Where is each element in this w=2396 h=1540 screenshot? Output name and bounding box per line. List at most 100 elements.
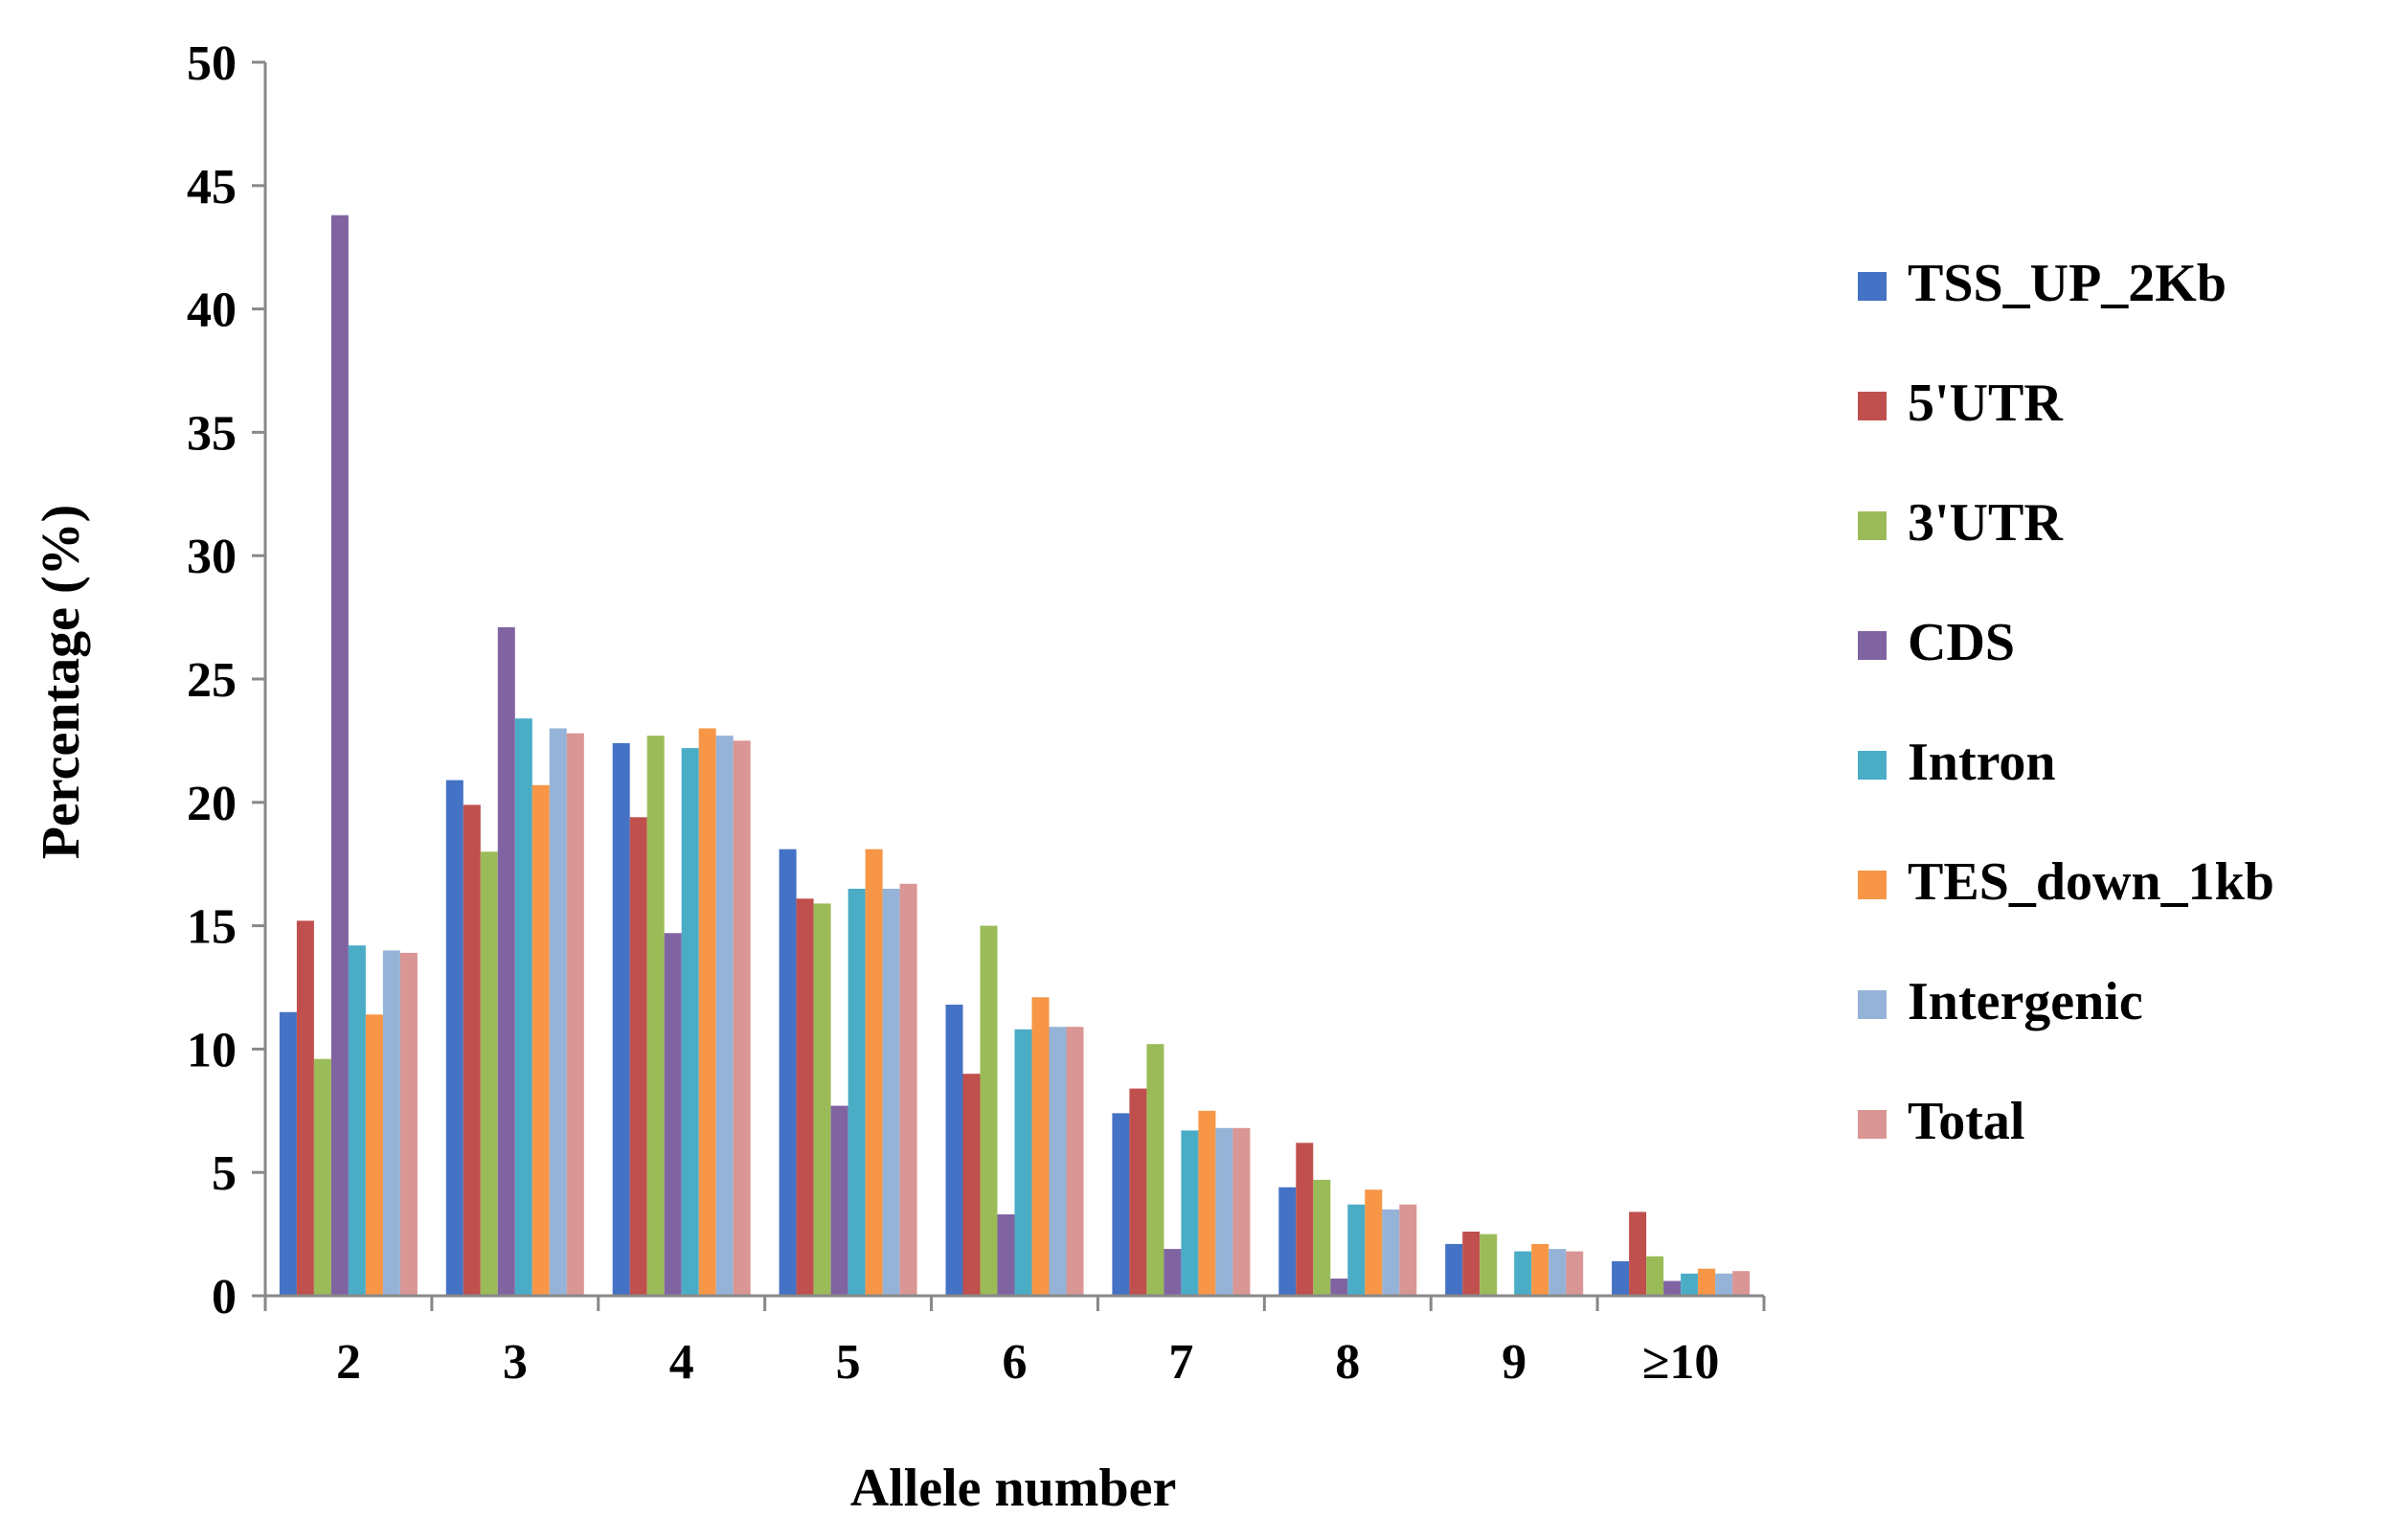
legend-label: 3'UTR	[1908, 493, 2063, 553]
bar-tes-down-1kb-3	[865, 849, 883, 1296]
bar-5-utr-8	[1629, 1212, 1647, 1296]
bar-5-utr-3	[796, 898, 814, 1296]
bar-cds-3	[830, 1105, 848, 1296]
bar-cds-1	[497, 626, 515, 1296]
bar-total-5	[1232, 1127, 1251, 1296]
legend-label: CDS	[1908, 613, 2015, 672]
bar-tes-down-1kb-0	[365, 1014, 383, 1296]
bar-tss-up-2kb-6	[1278, 1187, 1297, 1296]
x-tick-label: 3	[503, 1335, 528, 1390]
y-tick-label: 0	[212, 1270, 237, 1325]
bar-intron-4	[1014, 1029, 1032, 1296]
legend-label: Intergenic	[1908, 972, 2143, 1031]
bar-intron-6	[1347, 1204, 1366, 1296]
bar-intron-8	[1681, 1273, 1699, 1296]
bar-tss-up-2kb-2	[612, 743, 630, 1296]
legend-swatch	[1858, 1110, 1887, 1139]
x-tick-label: 7	[1168, 1335, 1193, 1390]
bar-tes-down-1kb-5	[1198, 1110, 1216, 1296]
bar-tes-down-1kb-8	[1698, 1268, 1716, 1296]
bar-5-utr-0	[296, 920, 314, 1296]
bar-tss-up-2kb-8	[1612, 1260, 1630, 1296]
bar-cds-5	[1164, 1249, 1182, 1296]
y-tick-label: 25	[187, 653, 237, 708]
bar-3-utr-3	[813, 903, 831, 1296]
bar-total-7	[1566, 1251, 1584, 1296]
y-tick-label: 10	[187, 1023, 237, 1077]
bar-intron-5	[1181, 1130, 1199, 1296]
y-tick-label: 30	[187, 530, 237, 584]
y-tick-label: 35	[187, 406, 237, 461]
bar-3-utr-8	[1646, 1256, 1664, 1296]
bar-cds-4	[997, 1214, 1015, 1296]
legend-label: TSS_UP_2Kb	[1908, 254, 2226, 313]
y-tick-label: 15	[187, 900, 237, 955]
bar-5-utr-1	[463, 804, 481, 1296]
y-tick-label: 40	[187, 283, 237, 338]
bar-cds-8	[1663, 1280, 1682, 1296]
legend-swatch	[1858, 511, 1887, 540]
legend-label: TES_down_1kb	[1908, 852, 2274, 912]
y-tick-label: 20	[187, 777, 237, 831]
bar-total-6	[1399, 1204, 1417, 1296]
bar-intron-0	[348, 945, 366, 1296]
bar-cds-2	[664, 933, 682, 1296]
legend-swatch	[1858, 990, 1887, 1019]
bar-intergenic-2	[715, 736, 734, 1296]
legend-swatch	[1858, 392, 1887, 420]
bar-tes-down-1kb-6	[1365, 1189, 1383, 1296]
bar-intergenic-8	[1715, 1273, 1733, 1296]
bar-intron-2	[681, 748, 699, 1296]
bar-5-utr-6	[1296, 1143, 1314, 1296]
bar-tss-up-2kb-1	[445, 780, 463, 1296]
y-tick-label: 5	[212, 1146, 237, 1201]
y-axis-title: Percentage (%)	[32, 505, 91, 860]
x-tick-label: 4	[669, 1335, 694, 1390]
x-tick-label: 9	[1502, 1335, 1526, 1390]
bar-intergenic-3	[882, 889, 900, 1296]
bar-tes-down-1kb-1	[531, 784, 550, 1296]
legend-label: Total	[1908, 1092, 2024, 1151]
y-tick-label: 45	[187, 160, 237, 215]
bar-tss-up-2kb-7	[1445, 1243, 1463, 1296]
x-tick-label: 8	[1335, 1335, 1360, 1390]
legend-swatch	[1858, 871, 1887, 899]
bar-3-utr-7	[1480, 1234, 1498, 1296]
bar-cds-6	[1330, 1279, 1348, 1296]
bar-tss-up-2kb-5	[1112, 1113, 1130, 1296]
bar-3-utr-0	[313, 1058, 331, 1296]
legend-swatch	[1858, 631, 1887, 660]
bar-intergenic-5	[1215, 1127, 1233, 1296]
bar-total-8	[1732, 1271, 1751, 1296]
bar-tes-down-1kb-4	[1031, 997, 1050, 1296]
bar-3-utr-4	[980, 925, 998, 1296]
bar-total-2	[733, 740, 751, 1296]
bar-tss-up-2kb-4	[945, 1005, 963, 1296]
bar-intergenic-6	[1382, 1209, 1400, 1296]
bar-tss-up-2kb-0	[279, 1011, 297, 1296]
bar-3-utr-6	[1313, 1179, 1331, 1296]
bar-tss-up-2kb-3	[779, 849, 797, 1296]
bar-intron-1	[514, 718, 532, 1296]
bar-intergenic-0	[382, 950, 400, 1296]
legend-swatch	[1858, 272, 1887, 301]
x-tick-label: 2	[336, 1335, 361, 1390]
x-axis-title: Allele number	[850, 1459, 1177, 1518]
bar-5-utr-7	[1462, 1232, 1481, 1296]
bar-intergenic-7	[1548, 1249, 1567, 1296]
x-tick-label: 6	[1003, 1335, 1028, 1390]
bar-tes-down-1kb-7	[1531, 1243, 1549, 1296]
bar-intergenic-4	[1049, 1027, 1067, 1296]
x-tick-label: ≥10	[1642, 1335, 1720, 1390]
bar-5-utr-5	[1129, 1088, 1147, 1296]
bar-total-4	[1066, 1027, 1084, 1296]
bar-intergenic-1	[549, 728, 567, 1296]
bar-5-utr-4	[962, 1074, 981, 1296]
bar-cds-0	[330, 215, 349, 1297]
bar-total-0	[399, 952, 418, 1296]
x-tick-label: 5	[836, 1335, 861, 1390]
bar-total-3	[899, 883, 917, 1296]
legend-label: Intron	[1908, 733, 2056, 792]
